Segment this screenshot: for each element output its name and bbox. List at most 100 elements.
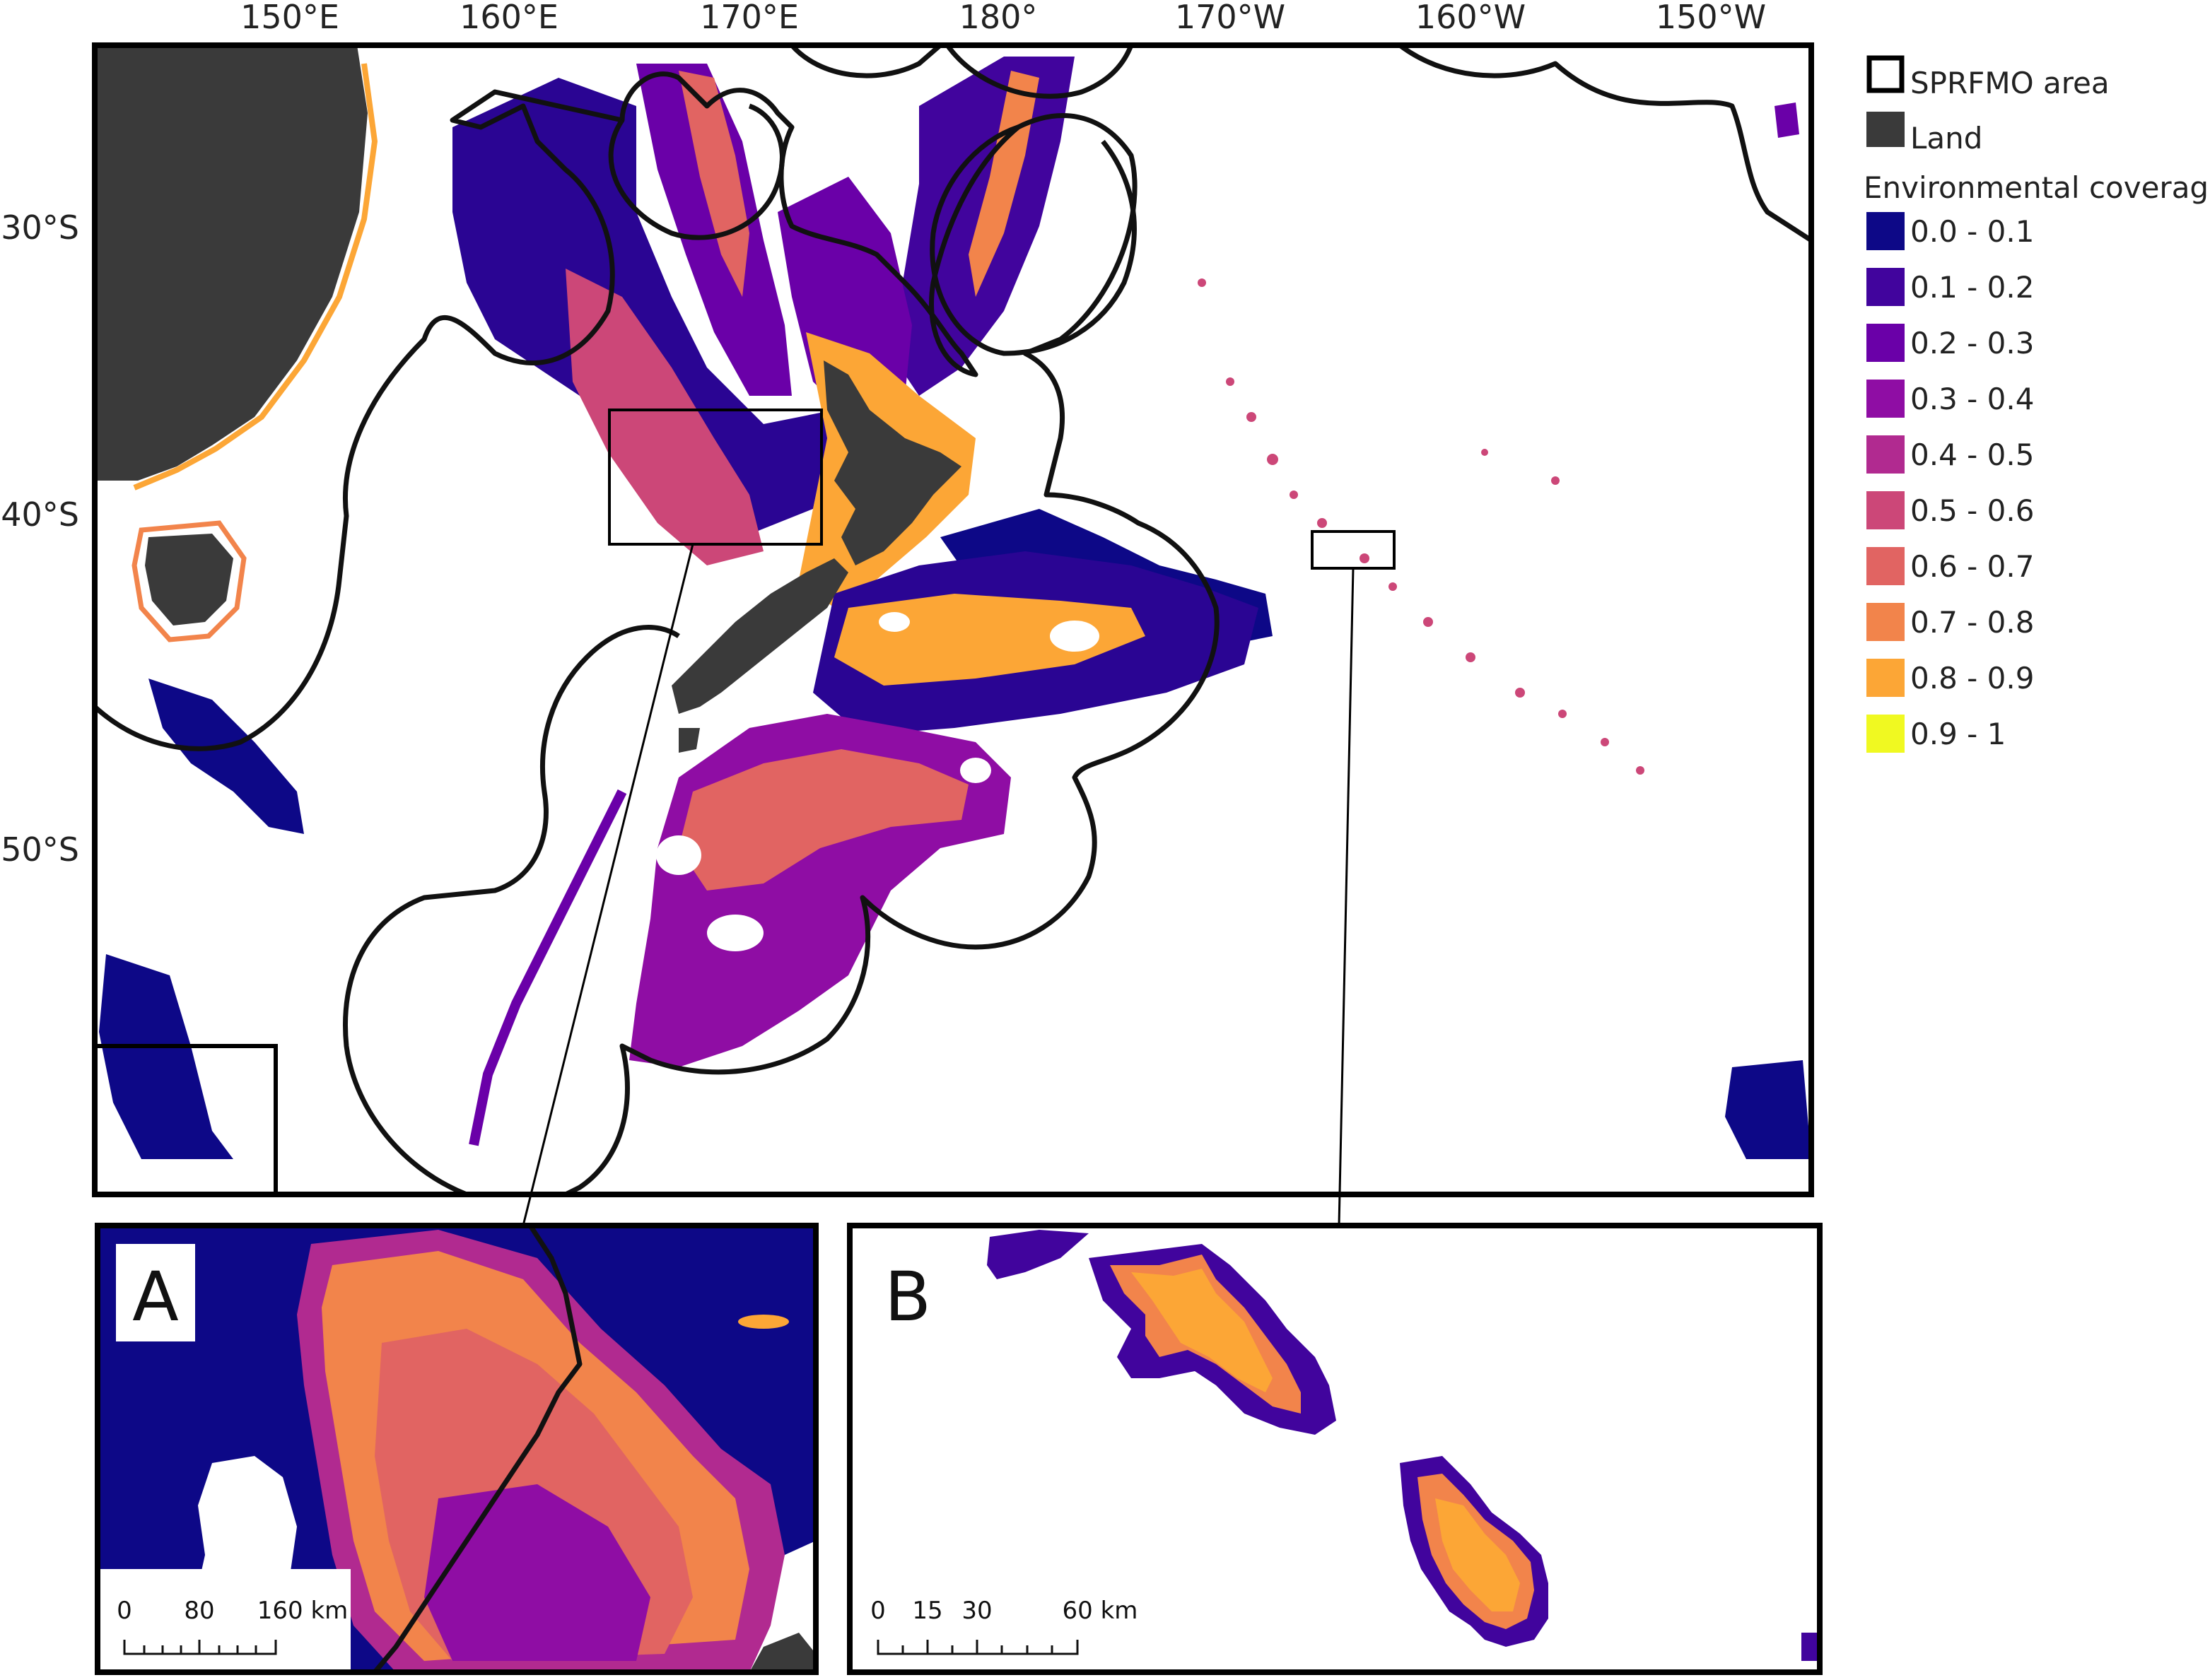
legend-class-swatch <box>1866 324 1905 362</box>
legend-class-label: 0.9 - 1 <box>1910 717 2006 751</box>
inset-b-scale-15: 15 <box>912 1597 942 1625</box>
legend-class-label: 0.7 - 0.8 <box>1910 605 2034 640</box>
sprfmo-boundary <box>95 45 1811 1194</box>
coverage-southwest <box>99 954 233 1159</box>
sprfmo-area-outline <box>95 71 1220 1194</box>
legend-class-swatch <box>1866 547 1905 585</box>
tasmania-coast-glow <box>131 520 247 642</box>
coverage-tasman-south <box>148 679 304 834</box>
inset-b-scale-ruler <box>877 1640 1079 1655</box>
lon-label-170e: 170°E <box>700 0 799 36</box>
inset-a: A 0 80 160 km <box>95 1223 819 1675</box>
legend-class-label: 0.8 - 0.9 <box>1910 661 2034 695</box>
corner-inset-frame <box>95 1044 278 1194</box>
land-australia <box>95 45 368 481</box>
lon-label-170w: 170°W <box>1175 0 1285 36</box>
legend-class-swatch <box>1866 715 1905 753</box>
inset-a-land-corner <box>749 1633 816 1672</box>
auckland-islands-gap <box>707 915 764 951</box>
chatham-islands-gap <box>1050 621 1099 652</box>
inset-b-scale-0: 0 <box>870 1597 886 1625</box>
inset-b-ridge-top <box>987 1230 1089 1279</box>
main-map: 150°E 160°E 170°E 180° 170°W 160°W 150°W… <box>1 0 1814 1226</box>
coverage-challenger-plateau <box>566 269 764 565</box>
legend-class-swatch <box>1866 491 1905 529</box>
lat-label-30s: 30°S <box>1 208 79 247</box>
inset-a-frame <box>95 1223 819 1675</box>
coverage-small-islands <box>1775 102 1799 138</box>
lat-label-50s: 50°S <box>1 830 79 869</box>
legend-class-label: 0.2 - 0.3 <box>1910 326 2034 360</box>
legend-sprfmo-label: SPRFMO area <box>1910 66 2110 100</box>
lon-label-180: 180° <box>959 0 1038 36</box>
inset-b: B 0 15 30 60 km <box>847 1223 1823 1675</box>
legend-class-label: 0.4 - 0.5 <box>1910 437 2034 472</box>
inset-a-letter-box <box>116 1244 195 1341</box>
inset-b-scale-60: 60 km <box>1063 1597 1138 1625</box>
sprfmo-north-circle-left <box>608 103 785 240</box>
inset-a-scale-bar: 0 80 160 km <box>117 1597 349 1655</box>
land-stewart-island <box>679 728 700 753</box>
lon-label-160e: 160°E <box>460 0 559 36</box>
lon-label-150w: 150°W <box>1656 0 1766 36</box>
bounty-islands-gap <box>960 758 991 783</box>
australia-coast-glow <box>133 63 378 491</box>
coverage-southeast <box>1725 1060 1811 1159</box>
inset-a-scale-ruler <box>123 1640 277 1655</box>
lon-label-160w: 160°W <box>1415 0 1526 36</box>
inset-b-seamount-1-core <box>1131 1269 1273 1392</box>
map-content <box>95 45 1811 1159</box>
legend-class-swatch <box>1866 435 1905 474</box>
inset-b-frame <box>847 1223 1823 1675</box>
inset-b-scale-bar: 0 15 30 60 km <box>870 1597 1138 1655</box>
inset-a-sprfmo-outline <box>373 1226 583 1672</box>
inset-b-background <box>850 1226 1820 1672</box>
snares-gap <box>656 835 701 875</box>
legend-class-label: 0.1 - 0.2 <box>1910 270 2034 305</box>
legend-coverage-title: Environmental coverage <box>1864 170 2210 205</box>
land-north-island <box>824 360 961 565</box>
coverage-lord-howe-rise <box>452 78 834 537</box>
coverage-macquarie-ridge <box>469 789 627 1146</box>
land-tasmania <box>145 534 233 625</box>
inset-a-letter: A <box>132 1257 179 1337</box>
connector-line-b <box>1338 568 1355 1226</box>
legend-coverage-classes: 0.0 - 0.1 0.1 - 0.2 0.2 - 0.3 0.3 - 0.4 0.4 … <box>1866 212 2034 753</box>
lat-label-40s: 40°S <box>1 495 79 534</box>
inset-a-plateau-purple <box>424 1484 650 1661</box>
inset-b-letter: B <box>884 1257 931 1337</box>
zoom-box-a <box>608 409 823 546</box>
legend-class-label: 0.6 - 0.7 <box>1910 549 2034 584</box>
inset-b-seamount-2-core <box>1435 1498 1520 1611</box>
land-south-island <box>672 558 848 714</box>
longitude-axis: 150°E 160°E 170°E 180° 170°W 160°W 150°W <box>240 0 1766 36</box>
seamount-chain <box>1198 278 1644 775</box>
legend-class-label: 0.3 - 0.4 <box>1910 382 2034 416</box>
legend: SPRFMO area Land Environmental coverage … <box>1864 55 2210 753</box>
main-map-frame <box>92 42 1814 1197</box>
legend-land-swatch <box>1866 112 1905 147</box>
inset-a-scale-backdrop <box>99 1569 351 1672</box>
inset-b-scale-30: 30 <box>961 1597 992 1625</box>
legend-class-label: 0.5 - 0.6 <box>1910 493 2034 528</box>
inset-b-edge-patch <box>1801 1633 1818 1661</box>
sprfmo-top-arcs <box>790 45 1811 242</box>
legend-class-swatch <box>1866 268 1905 306</box>
legend-land-label: Land <box>1910 121 1982 155</box>
inset-a-scale-80: 80 <box>184 1597 214 1625</box>
legend-class-swatch <box>1866 603 1905 641</box>
sprfmo-north-circle-right <box>930 124 1137 356</box>
legend-class-swatch <box>1866 380 1905 418</box>
connector-line-a <box>522 544 694 1226</box>
legend-class-swatch <box>1866 659 1905 697</box>
coverage-chatham-rise-high <box>834 594 1145 686</box>
inset-a-scale-0: 0 <box>117 1597 132 1625</box>
legend-class-swatch <box>1866 212 1905 250</box>
coverage-campbell-highs <box>679 749 969 891</box>
inset-a-seamount <box>738 1315 789 1329</box>
mernoo-bank-gap <box>879 612 910 632</box>
latitude-axis: 30°S 40°S 50°S <box>1 208 79 869</box>
inset-a-scale-160: 160 km <box>257 1597 349 1625</box>
legend-sprfmo-swatch <box>1866 55 1905 93</box>
